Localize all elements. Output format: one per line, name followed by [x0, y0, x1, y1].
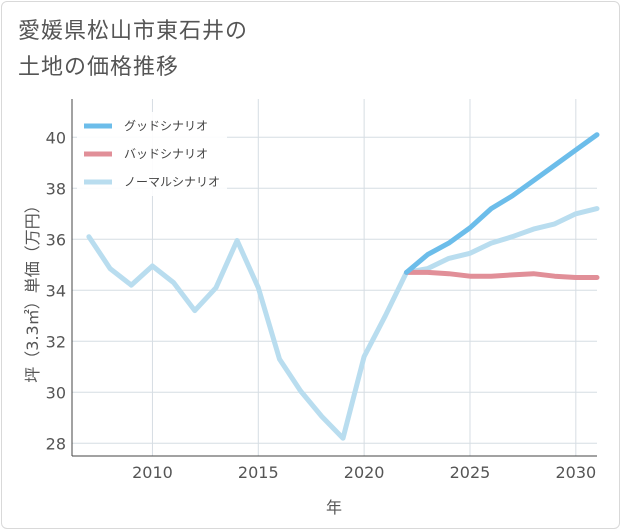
- x-tick-label: 2020: [344, 463, 385, 482]
- x-tick-label: 2030: [555, 463, 596, 482]
- y-tick-label: 30: [46, 383, 66, 402]
- x-tick-label: 2025: [450, 463, 491, 482]
- legend-label-0: グッドシナリオ: [124, 119, 208, 133]
- axes: 2010 2015 2020 2025 2030 28 30 32 34 36 38 40: [46, 99, 597, 482]
- x-axis-label: 年: [326, 498, 342, 517]
- y-tick-label: 40: [46, 128, 66, 147]
- y-tick-label: 32: [46, 332, 66, 351]
- series-lines: [86, 132, 600, 441]
- legend-label-1: バッドシナリオ: [124, 147, 208, 161]
- title-line-1: 愛媛県松山市東石井の: [18, 19, 249, 44]
- series-line-1: [404, 269, 600, 280]
- y-tick-label: 28: [46, 434, 66, 453]
- series-line-2: [86, 206, 600, 441]
- chart-title: 愛媛県松山市東石井の 土地の価格推移: [18, 14, 248, 86]
- x-tick-label: 2015: [238, 463, 279, 482]
- y-tick-label: 36: [46, 230, 66, 249]
- legend-label-2: ノーマルシナリオ: [124, 175, 220, 189]
- x-tick-label: 2010: [132, 463, 173, 482]
- y-tick-label: 38: [46, 179, 66, 198]
- y-axis-label: 坪（3.3㎡）単価（万円）: [23, 197, 42, 382]
- y-tick-label: 34: [46, 281, 66, 300]
- title-line-2: 土地の価格推移: [18, 55, 180, 80]
- series-line-0: [404, 132, 600, 275]
